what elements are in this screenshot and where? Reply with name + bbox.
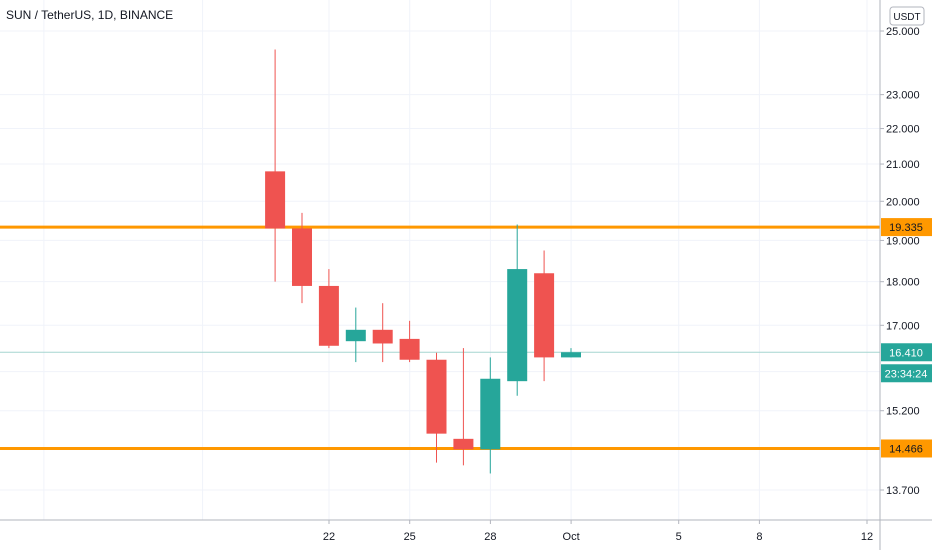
x-tick-label: 25 xyxy=(404,531,416,543)
x-tick-label: 8 xyxy=(756,531,762,543)
candles xyxy=(265,49,581,474)
countdown-label: 23:34:24 xyxy=(885,368,928,380)
y-tick-label: 21.000 xyxy=(886,159,920,171)
candle-body xyxy=(372,329,393,344)
candle-body xyxy=(318,285,339,346)
candle-body xyxy=(507,269,528,382)
countdown-badge xyxy=(881,364,932,383)
y-tick-label: 18.000 xyxy=(886,277,920,289)
horizontal-levels xyxy=(0,225,880,450)
x-tick-label: 22 xyxy=(323,531,335,543)
y-tick-label: 19.000 xyxy=(886,235,920,247)
y-tick-label: 23.000 xyxy=(886,90,920,102)
y-tick-label: 17.000 xyxy=(886,320,920,332)
candle-body xyxy=(399,338,420,360)
candle-body xyxy=(561,352,581,358)
level-price-badge xyxy=(881,439,932,458)
candle-body xyxy=(453,438,474,450)
y-tick-label: 22.000 xyxy=(886,124,920,136)
candle-body xyxy=(534,273,555,358)
candle-body xyxy=(292,228,312,286)
x-tick-label: 12 xyxy=(861,531,873,543)
x-tick-label: Oct xyxy=(563,531,580,543)
candle-body xyxy=(265,171,286,229)
last-price-badge xyxy=(881,343,932,362)
x-tick-label: 5 xyxy=(676,531,682,543)
last-price-label: 16.410 xyxy=(889,347,923,359)
candle-body xyxy=(426,359,447,434)
y-tick-label: 25.000 xyxy=(886,26,920,38)
candle-body xyxy=(345,329,366,342)
currency-button[interactable]: USDT xyxy=(889,6,925,26)
y-tick-label: 15.200 xyxy=(886,406,920,418)
currency-label: USDT xyxy=(893,12,920,23)
price-labels: 19.335 14.466 16.410 23:34:24 xyxy=(881,218,932,458)
y-tick-label: 13.700 xyxy=(886,485,920,497)
candle-body xyxy=(480,378,501,450)
level-price-badge xyxy=(881,218,932,237)
currency-box xyxy=(889,6,925,26)
y-tick-label: 20.000 xyxy=(886,196,920,208)
x-tick-label: 28 xyxy=(484,531,496,543)
grid xyxy=(0,0,880,520)
symbol-title: SUN / TetherUS, 1D, BINANCE xyxy=(6,8,174,22)
level-price-label: 14.466 xyxy=(889,443,923,455)
level-price-label: 19.335 xyxy=(889,222,923,234)
